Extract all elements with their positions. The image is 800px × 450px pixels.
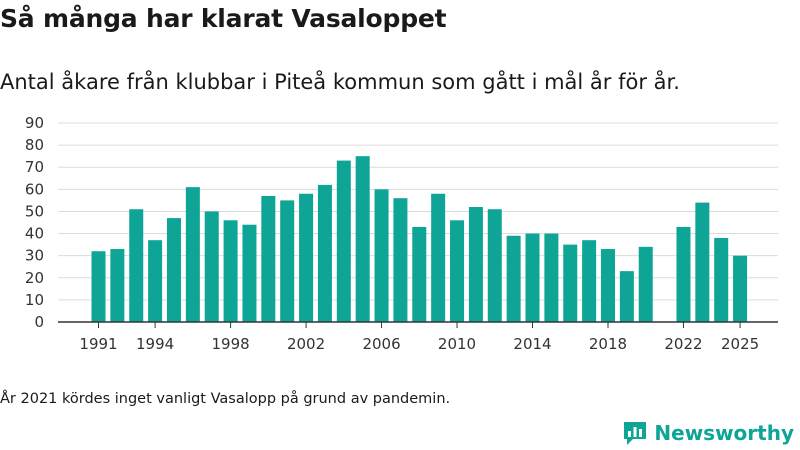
bar-2018	[600, 249, 615, 322]
bars	[91, 156, 748, 322]
bar-2004	[336, 160, 351, 322]
bar-2010	[450, 220, 465, 322]
newsworthy-logo: Newsworthy	[622, 420, 794, 446]
bar-1992	[110, 249, 125, 322]
bar-2000	[261, 195, 276, 322]
x-tick-label-1998: 1998	[211, 335, 249, 353]
bar-2019	[619, 271, 634, 322]
footnote: År 2021 kördes inget vanligt Vasalopp på…	[0, 391, 451, 407]
bar-chart: 0 10 20 30 40 50 60 70 80 90 1991 1994 1998 2002 2006 2…	[25, 114, 778, 353]
bar-1998	[223, 220, 238, 322]
y-tick-label-0: 0	[34, 313, 44, 331]
x-tick-label-2025: 2025	[721, 335, 759, 353]
x-tick-label-2018: 2018	[589, 335, 627, 353]
bar-1997	[204, 211, 219, 322]
y-tick-label-60: 60	[25, 180, 44, 198]
bar-2008	[412, 226, 427, 322]
y-tick-label-80: 80	[25, 136, 44, 154]
bar-2020	[638, 246, 653, 322]
newsworthy-icon	[624, 422, 647, 445]
x-tick-label-1994: 1994	[136, 335, 174, 353]
chart-title: Så många har klarat Vasaloppet	[0, 4, 447, 33]
y-tick-label-70: 70	[25, 158, 44, 176]
axes: 0 10 20 30 40 50 60 70 80 90 1991 1994 1998 2002 2006 2…	[25, 114, 778, 353]
x-tick-label-2002: 2002	[287, 335, 325, 353]
bar-2001	[280, 200, 295, 322]
y-tick-label-10: 10	[25, 291, 44, 309]
bar-2017	[582, 240, 597, 322]
bar-1991	[91, 251, 106, 322]
bar-1996	[185, 187, 200, 322]
x-tick-label-2014: 2014	[513, 335, 551, 353]
chart-subtitle: Antal åkare från klubbar i Piteå kommun …	[0, 70, 680, 94]
bar-2025	[733, 255, 748, 322]
y-tick-label-30: 30	[25, 247, 44, 265]
y-tick-label-50: 50	[25, 202, 44, 220]
bar-2023	[695, 202, 710, 322]
brand-name: Newsworthy	[654, 421, 794, 445]
bar-2007	[393, 198, 408, 322]
y-tick-label-20: 20	[25, 269, 44, 287]
bar-2024	[714, 237, 729, 322]
bar-2015	[544, 233, 559, 322]
bar-2002	[299, 193, 314, 322]
y-tick-label-90: 90	[25, 114, 44, 132]
bar-2011	[468, 207, 483, 322]
x-tick-label-2022: 2022	[664, 335, 702, 353]
bar-2003	[317, 184, 332, 322]
x-tick-label-2006: 2006	[362, 335, 400, 353]
bar-2014	[525, 233, 540, 322]
bar-1993	[129, 209, 144, 322]
bar-2009	[431, 193, 446, 322]
bar-1994	[148, 240, 163, 322]
bar-2016	[563, 244, 578, 322]
bar-1999	[242, 224, 257, 322]
bar-2005	[355, 156, 370, 322]
y-tick-label-40: 40	[25, 225, 44, 243]
bar-1995	[166, 218, 181, 322]
bar-2022	[676, 226, 691, 322]
x-tick-label-2010: 2010	[438, 335, 476, 353]
bar-2013	[506, 235, 521, 322]
x-tick-label-1991: 1991	[79, 335, 117, 353]
bar-2006	[374, 189, 389, 322]
bar-2012	[487, 209, 502, 322]
